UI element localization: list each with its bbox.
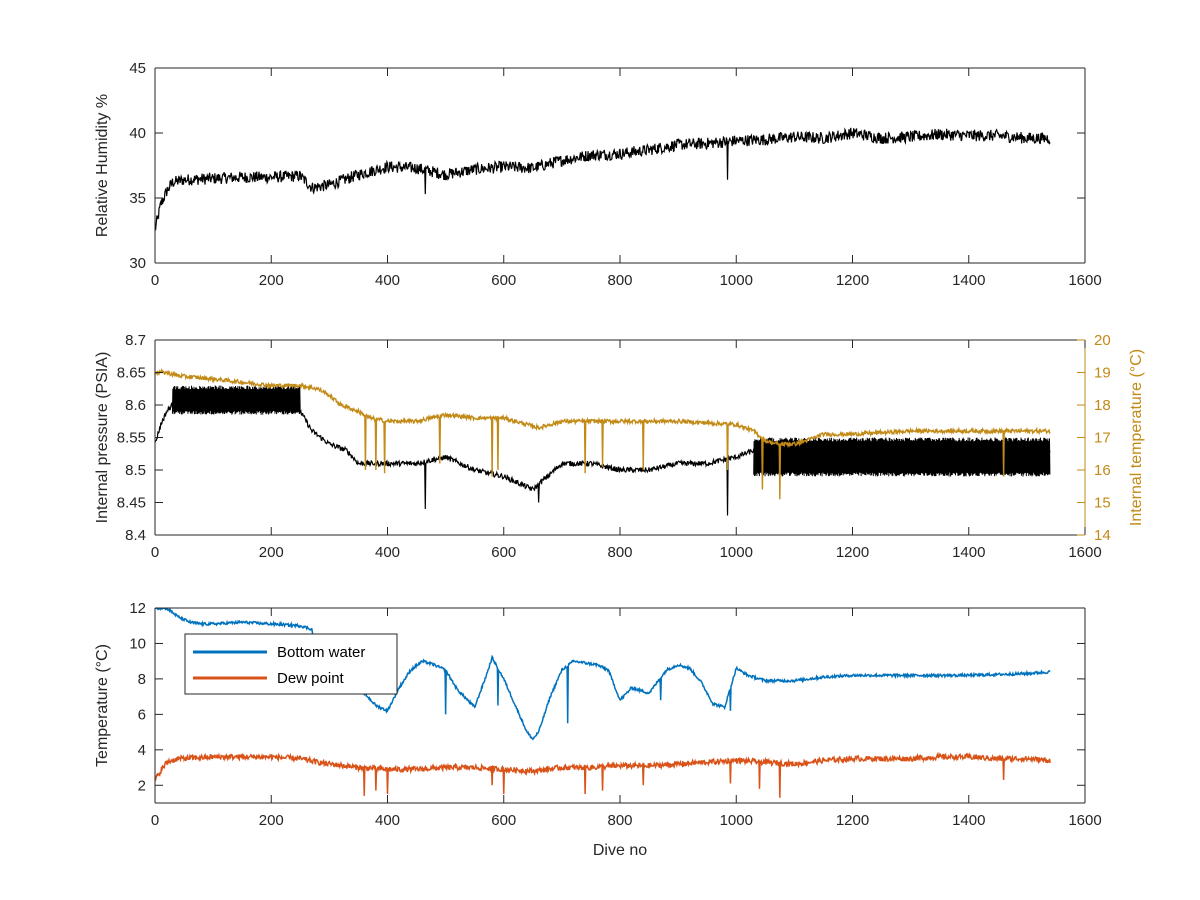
x-tick-label: 0 (151, 544, 159, 561)
x-tick-label: 1400 (952, 544, 985, 561)
x-tick-label: 1400 (952, 272, 985, 289)
legend: Bottom water Dew point (184, 633, 398, 695)
y-right-axis-label: Internal temperature (°C) (1128, 349, 1145, 526)
y-tick-label: 8.6 (125, 397, 146, 414)
x-tick-label: 200 (259, 544, 284, 561)
y-right-tick-label: 15 (1094, 495, 1111, 512)
legend-box (184, 633, 398, 695)
data-layer (155, 367, 1051, 516)
x-tick-label: 200 (259, 812, 284, 829)
x-tick-label: 200 (259, 272, 284, 289)
x-tick-label: 400 (375, 272, 400, 289)
x-tick-label: 1600 (1068, 812, 1101, 829)
y-right-tick-label: 17 (1094, 430, 1111, 447)
y-tick-label: 2 (138, 777, 146, 794)
bottom-water-line (155, 608, 1051, 741)
x-tick-label: 1600 (1068, 272, 1101, 289)
x-tick-label: 1000 (720, 272, 753, 289)
y-tick-label: 40 (129, 125, 146, 142)
y-right-tick-label: 16 (1094, 462, 1111, 479)
y-axis-label: Relative Humidity % (94, 94, 111, 237)
y-tick-label: 30 (129, 255, 146, 272)
legend-label: Dew point (277, 670, 345, 687)
x-tick-label: 1600 (1068, 544, 1101, 561)
y-right-tick-label: 14 (1094, 527, 1111, 544)
y-right-tick-label: 18 (1094, 397, 1111, 414)
x-tick-label: 600 (491, 812, 516, 829)
pressure-temperature-panel: 0 200 400 600 800 1000 1200 1400 1600 8.4 8.45 8.5 8… (94, 332, 1145, 561)
y-right-tick-label: 19 (1094, 365, 1111, 382)
plot-area (155, 340, 1085, 535)
x-tick-label: 1200 (836, 544, 869, 561)
x-tick-label: 0 (151, 272, 159, 289)
x-tick-label: 1000 (720, 544, 753, 561)
y-tick-label: 8.45 (117, 495, 146, 512)
y-tick-label: 8 (138, 671, 146, 688)
x-tick-label: 800 (607, 812, 632, 829)
data-layer (155, 608, 1051, 798)
temperature-panel: 0 200 400 600 800 1000 1200 1400 1600 2 4 6 8 10 12 Tem… (94, 600, 1102, 859)
y-tick-label: 8.55 (117, 430, 146, 447)
y-tick-label: 6 (138, 706, 146, 723)
y-tick-label: 8.7 (125, 332, 146, 349)
y-tick-label: 10 (129, 635, 146, 652)
x-tick-label: 800 (607, 544, 632, 561)
x-tick-label: 600 (491, 544, 516, 561)
x-tick-label: 1200 (836, 272, 869, 289)
x-tick-label: 400 (375, 544, 400, 561)
y-tick-label: 4 (138, 742, 146, 759)
x-tick-label: 1000 (720, 812, 753, 829)
plot-area (155, 68, 1085, 263)
internal-temperature-line (155, 367, 1051, 500)
x-tick-label: 600 (491, 272, 516, 289)
y-tick-label: 35 (129, 190, 146, 207)
x-tick-label: 800 (607, 272, 632, 289)
y-tick-label: 8.65 (117, 365, 146, 382)
dew-point-line (155, 751, 1051, 798)
y-axis-label: Internal pressure (PSIA) (94, 352, 111, 524)
y-tick-label: 8.5 (125, 462, 146, 479)
y-right-tick-label: 20 (1094, 332, 1111, 349)
x-axis-label: Dive no (593, 842, 647, 859)
x-tick-label: 1200 (836, 812, 869, 829)
y-axis-label: Temperature (°C) (94, 644, 111, 767)
y-tick-label: 45 (129, 60, 146, 77)
y-tick-label: 8.4 (125, 527, 146, 544)
legend-label: Bottom water (277, 644, 365, 661)
x-tick-label: 0 (151, 812, 159, 829)
humidity-panel: 0 200 400 600 800 1000 1200 1400 1600 30 35 40 45 Rel… (94, 60, 1102, 289)
pressure-oscillation-band (171, 385, 301, 415)
data-layer (155, 127, 1051, 231)
y-tick-label: 12 (129, 600, 146, 617)
humidity-line (155, 127, 1051, 231)
x-tick-label: 1400 (952, 812, 985, 829)
x-tick-label: 400 (375, 812, 400, 829)
pressure-oscillation-band (753, 437, 1051, 477)
